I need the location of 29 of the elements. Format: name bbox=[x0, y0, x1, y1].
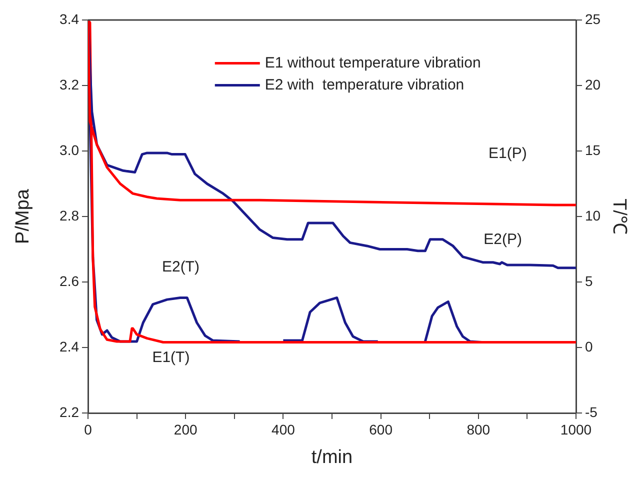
annotation: E1(T) bbox=[152, 349, 190, 366]
y-axis-title: P/Mpa bbox=[12, 188, 34, 244]
y-tick-label: 3.0 bbox=[60, 142, 80, 158]
x-tick-label: 800 bbox=[466, 421, 490, 438]
y2-tick-label: -5 bbox=[585, 404, 598, 420]
annotation: E2(P) bbox=[484, 231, 522, 248]
y2-tick-label: 20 bbox=[585, 76, 601, 92]
y-tick-label: 2.4 bbox=[60, 338, 80, 354]
y-tick-label: 2.6 bbox=[60, 272, 80, 289]
legend-label: E1 without temperature vibration bbox=[264, 54, 481, 72]
x-tick-label: 400 bbox=[272, 421, 296, 438]
y-tick-label: 2.8 bbox=[60, 207, 80, 224]
x-tick-label: 1000 bbox=[560, 421, 592, 438]
x-tick-label: 0 bbox=[84, 421, 92, 438]
y2-axis-title: T/℃ bbox=[608, 198, 630, 234]
y2-tick-label: 25 bbox=[585, 10, 601, 27]
annotation: E1(P) bbox=[488, 144, 527, 162]
y-tick-label: 2.2 bbox=[60, 404, 80, 420]
y2-tick-label: 5 bbox=[585, 272, 593, 289]
y2-tick-label: 10 bbox=[585, 207, 601, 224]
y2-tick-label: 0 bbox=[585, 338, 593, 354]
y2-tick-label: 15 bbox=[585, 142, 601, 158]
x-tick-label: 200 bbox=[174, 421, 198, 438]
y-tick-label: 3.4 bbox=[60, 10, 80, 27]
annotation: E2(T) bbox=[162, 258, 200, 276]
x-tick-label: 600 bbox=[369, 421, 393, 438]
legend-label: E2 with temperature vibration bbox=[264, 76, 464, 94]
x-axis-title: t/min bbox=[311, 446, 353, 468]
y-tick-label: 3.2 bbox=[60, 76, 80, 92]
